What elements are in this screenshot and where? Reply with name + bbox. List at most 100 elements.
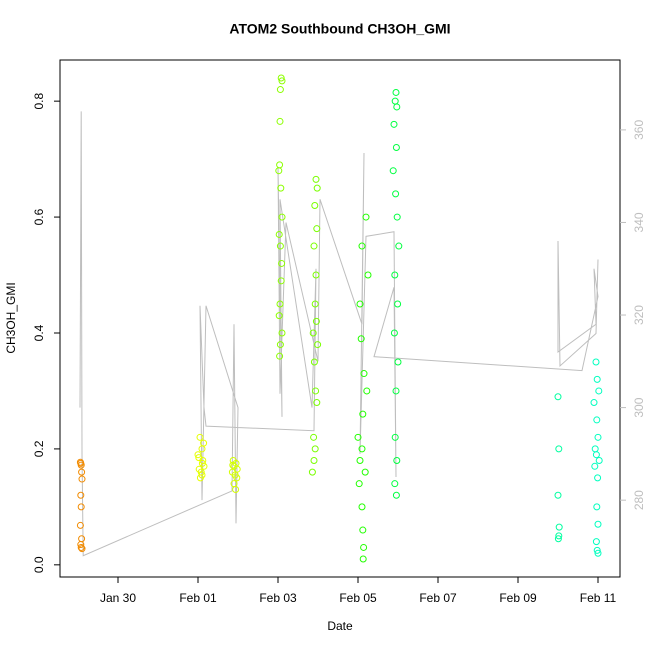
point [78, 535, 86, 543]
point [391, 480, 399, 488]
point [308, 468, 316, 476]
point [356, 300, 364, 308]
point [395, 242, 403, 250]
point [313, 184, 321, 192]
point [358, 445, 366, 453]
point [76, 521, 84, 529]
point [314, 341, 322, 349]
point [391, 97, 399, 105]
point [276, 341, 284, 349]
point [590, 399, 598, 407]
point [196, 474, 204, 482]
point [554, 535, 562, 543]
point [358, 242, 366, 250]
point [277, 184, 285, 192]
point [592, 538, 600, 546]
point [278, 329, 286, 337]
point [77, 491, 85, 499]
point [78, 468, 86, 476]
point [594, 474, 602, 482]
point [310, 433, 318, 441]
point [360, 370, 368, 378]
point [390, 329, 398, 337]
point [276, 86, 284, 94]
point [392, 190, 400, 198]
point [78, 475, 86, 483]
point [311, 300, 319, 308]
point [359, 526, 367, 534]
y-axis-label: CH3OH_GMI [4, 282, 18, 353]
point [232, 485, 240, 493]
point [595, 387, 603, 395]
point [594, 520, 602, 528]
point [393, 457, 401, 465]
point [393, 213, 401, 221]
point [276, 300, 284, 308]
point [313, 399, 321, 407]
y-tick-label: 0.8 [32, 92, 46, 109]
point [554, 393, 562, 401]
point [195, 454, 203, 462]
point [309, 329, 317, 337]
point [275, 312, 283, 320]
point [276, 161, 284, 169]
point [355, 480, 363, 488]
chart-title: ATOM2 Southbound CH3OH_GMI [229, 21, 450, 37]
point [277, 74, 285, 82]
point [275, 230, 283, 238]
point [312, 271, 320, 279]
point [278, 77, 286, 85]
point [310, 358, 318, 366]
point [392, 491, 400, 499]
point [394, 300, 402, 308]
point [391, 271, 399, 279]
point [312, 317, 320, 325]
point [233, 474, 241, 482]
x-tick-label: Jan 30 [100, 591, 136, 605]
point [594, 549, 602, 557]
point [276, 117, 284, 125]
point [593, 546, 601, 554]
point [357, 335, 365, 343]
point [390, 120, 398, 128]
point [364, 271, 372, 279]
point [276, 242, 284, 250]
point [77, 461, 85, 469]
point [194, 451, 202, 459]
x-tick-label: Feb 09 [499, 591, 537, 605]
x-tick-label: Feb 03 [259, 591, 297, 605]
y2-tick-label: 300 [632, 397, 646, 417]
x-axis-label: Date [327, 619, 353, 633]
point [354, 433, 362, 441]
point [392, 88, 400, 96]
y2-tick-label: 340 [632, 212, 646, 232]
point [77, 543, 85, 551]
point [310, 457, 318, 465]
point [593, 375, 601, 383]
point [77, 541, 85, 549]
point [196, 433, 204, 441]
y-tick-label: 0.0 [32, 556, 46, 573]
point [555, 445, 563, 453]
point [592, 451, 600, 459]
point [312, 175, 320, 183]
y2-tick-label: 320 [632, 305, 646, 325]
point [595, 457, 603, 465]
point [277, 277, 285, 285]
point [593, 416, 601, 424]
point [311, 201, 319, 209]
point [360, 543, 368, 551]
point [554, 491, 562, 499]
point [198, 445, 206, 453]
point [363, 387, 371, 395]
point [593, 503, 601, 511]
point [312, 387, 320, 395]
point [311, 445, 319, 453]
point [359, 410, 367, 418]
point [276, 352, 284, 360]
point [594, 433, 602, 441]
point [591, 445, 599, 453]
plot-frame [59, 59, 621, 578]
x-tick-label: Feb 01 [179, 591, 217, 605]
